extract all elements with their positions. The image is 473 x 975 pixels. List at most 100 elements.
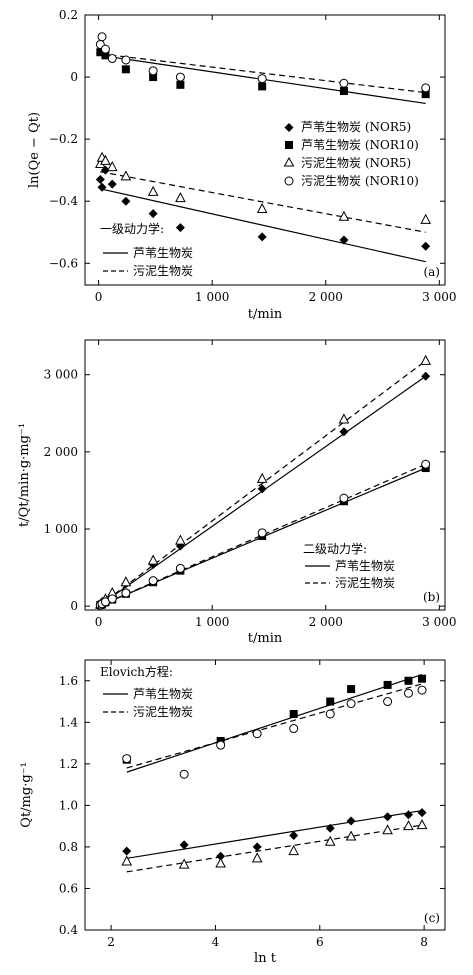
data-point-7	[257, 484, 267, 494]
y-axis-label-c: Qt/mg·g⁻¹	[19, 762, 34, 827]
panel-b: 0 1 000 2 000 3 000 0 1 000 2 000 3 000 t/Qt/mi…	[17, 339, 457, 646]
y-tick-label: 0	[70, 599, 78, 613]
panel-label-b: (b)	[423, 590, 440, 604]
legend-marker-circle	[284, 176, 294, 186]
data-point-1	[179, 840, 189, 850]
fit-line-3	[126, 683, 423, 769]
data-point-23	[324, 835, 336, 846]
y-tick-label: 2 000	[44, 445, 78, 459]
data-point-3	[107, 179, 117, 189]
data-point-15	[258, 82, 267, 91]
ticks-c: 2 4 6 8 0.4 0.6 0.8 1.0 1.2 1.4 1.6	[59, 660, 445, 949]
legend-label: 芦苇生物炭 (NOR5)	[301, 120, 411, 134]
data-point-19	[178, 858, 190, 869]
data-point-32	[289, 724, 299, 734]
y-tick-label: 3 000	[44, 368, 78, 382]
data-point-18	[121, 855, 133, 866]
panel-label-c: (c)	[424, 911, 440, 925]
x-tick-label: 2 000	[309, 290, 343, 304]
data-point-4	[121, 196, 131, 206]
data-point-0	[95, 174, 105, 184]
legend-entry-a-3: 污泥生物炭 (NOR10)	[284, 174, 419, 188]
legend-label: 污泥生物炭 (NOR10)	[301, 174, 419, 188]
data-point-22	[120, 170, 132, 181]
data-point-8	[339, 427, 349, 437]
data-point-21	[106, 161, 118, 172]
data-point-33	[325, 709, 335, 719]
legend-label: 芦苇生物炭	[335, 559, 395, 573]
fit-line-1	[126, 673, 423, 773]
data-point-29	[179, 769, 189, 779]
y-tick-label: 0.4	[59, 923, 78, 937]
series-diamond	[95, 165, 431, 251]
data-point-34	[346, 699, 356, 709]
data-point-32	[121, 55, 131, 65]
data-point-30	[216, 740, 226, 750]
marks-b	[95, 354, 432, 610]
y-tick-label: 0.6	[59, 881, 78, 895]
data-point-36	[175, 563, 185, 573]
data-point-37	[257, 528, 267, 538]
x-tick-label: 3 000	[422, 615, 456, 629]
x-tick-label: 2 000	[309, 615, 343, 629]
fit-line-2	[100, 171, 426, 233]
data-point-38	[339, 493, 349, 503]
y-tick-label: 1.6	[59, 674, 78, 688]
x-tick-label: 1 000	[195, 615, 229, 629]
legend-marker-square	[285, 141, 293, 149]
y-tick-label: 1.2	[59, 757, 78, 771]
data-point-1	[97, 182, 107, 192]
data-point-8	[339, 235, 349, 245]
data-point-15	[383, 680, 392, 689]
x-axis-label-c: ln t	[254, 951, 277, 966]
fit-line-2	[126, 824, 423, 873]
data-point-29	[97, 32, 107, 42]
data-point-10	[96, 48, 105, 57]
x-axis-label-b: t/min	[248, 631, 283, 646]
data-point-7	[383, 812, 393, 822]
y-tick-label: −0.6	[49, 256, 78, 270]
data-point-31	[107, 53, 117, 63]
y-tick-label: 1 000	[44, 522, 78, 536]
data-point-11	[101, 51, 110, 60]
fit-line-0	[100, 188, 426, 263]
panel-a: 0 1 000 2 000 3 000 0.2 0 −0.2 −0.4 −0.6 ln(Qe −…	[27, 8, 457, 322]
ticks-a: 0 1 000 2 000 3 000 0.2 0 −0.2 −0.4 −0.6	[49, 8, 457, 304]
data-point-12	[289, 710, 298, 718]
data-point-34	[175, 72, 185, 82]
legend-title: Elovich方程:	[100, 664, 173, 679]
fit-line-3	[100, 53, 426, 94]
data-point-13	[326, 697, 335, 706]
data-point-29	[420, 354, 432, 365]
panel-label-a: (a)	[423, 265, 440, 279]
data-point-37	[421, 83, 431, 93]
x-tick-label: 6	[316, 935, 324, 949]
data-point-28	[122, 754, 132, 764]
data-point-2	[216, 851, 226, 861]
data-point-26	[338, 210, 350, 221]
data-point-33	[107, 594, 117, 604]
legend-markers-a: 芦苇生物炭 (NOR5) 芦苇生物炭 (NOR10) 污泥生物炭 (NOR5) …	[283, 120, 419, 188]
series-circle-open	[122, 685, 427, 779]
data-point-8	[403, 810, 413, 820]
data-point-23	[147, 185, 159, 196]
data-point-24	[120, 576, 132, 587]
legend-label: 污泥生物炭	[335, 576, 395, 590]
data-point-9	[421, 371, 431, 381]
data-point-4	[289, 831, 299, 840]
series-triangle-open	[95, 151, 432, 224]
data-point-16	[339, 87, 348, 96]
plot-frame-c	[84, 659, 446, 931]
legend-label: 污泥生物炭	[133, 264, 193, 278]
panel-c: 2 4 6 8 0.4 0.6 0.8 1.0 1.2 1.4 1.6 Qt/mg·g⁻¹ ln t…	[19, 659, 446, 966]
legend-label: 芦苇生物炭	[133, 246, 193, 260]
data-point-5	[148, 209, 158, 219]
data-point-13	[149, 73, 158, 82]
y-axis-label-a: ln(Qe − Qt)	[27, 112, 42, 188]
x-tick-label: 1 000	[195, 290, 229, 304]
y-tick-label: 0.2	[59, 8, 78, 22]
series-circle-open	[95, 459, 431, 610]
x-tick-label: 2	[107, 935, 115, 949]
data-point-7	[257, 232, 267, 242]
